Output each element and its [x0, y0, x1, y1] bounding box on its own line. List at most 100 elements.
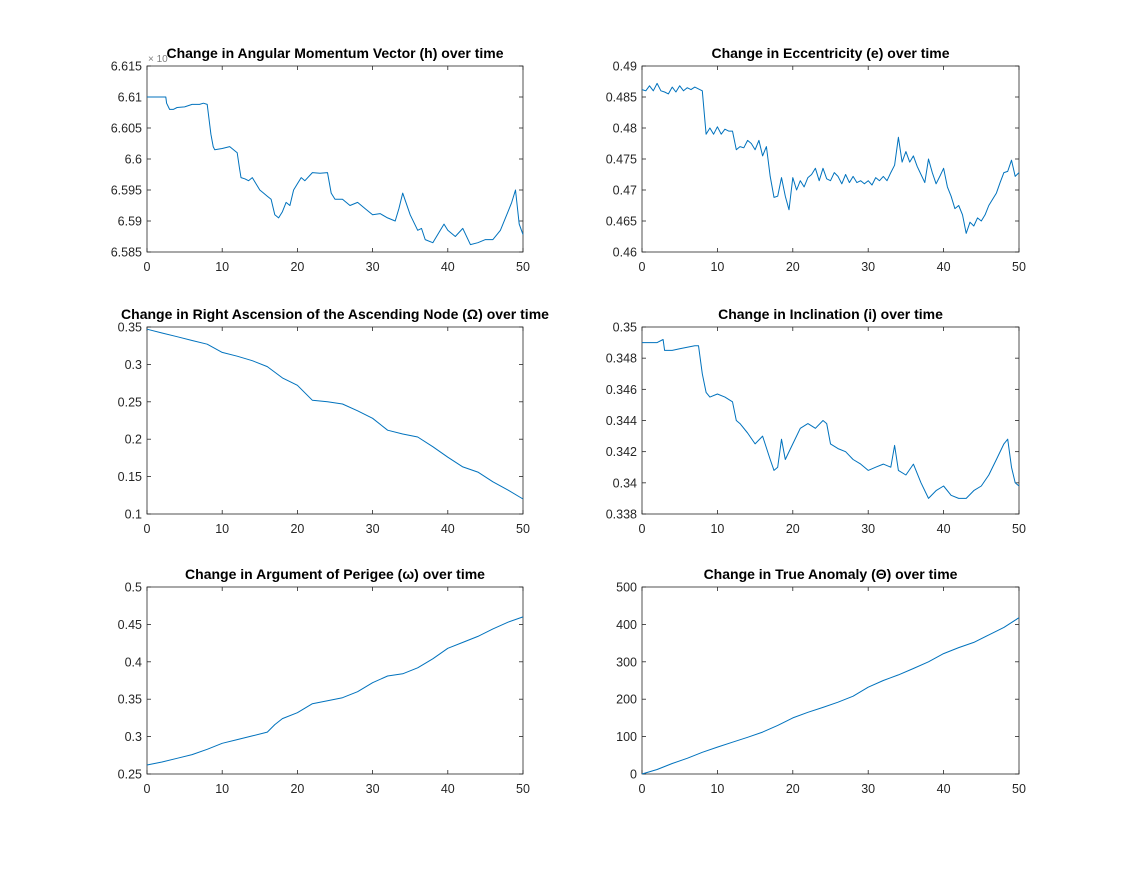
x-tick-label: 20: [786, 260, 800, 274]
series-line: [641, 82, 1020, 234]
x-tick-label: 30: [861, 522, 875, 536]
y-tick-label: 0.35: [118, 693, 142, 707]
subplot-5: 0 10 20 30 40 50 0.25 0.3 0.35 0.4 0.45 0.5 Change i…: [118, 566, 530, 796]
y-tick-label: 0.48: [613, 122, 637, 136]
x-tick-label: 40: [441, 522, 455, 536]
y-tick-label: 0.344: [606, 414, 637, 428]
x-tick-label: 50: [516, 522, 530, 536]
y-tick-label: 0.465: [606, 215, 637, 229]
x-tick-label: 20: [290, 782, 304, 796]
y-tick-label: 0.2: [125, 433, 142, 447]
subplot-2: 0 10 20 30 40 50 0.46 0.465 0.47 0.475 0.48 0.485 0.…: [606, 45, 1026, 274]
x-tick-label: 30: [366, 522, 380, 536]
subplot-title: Change in Eccentricity (e) over time: [711, 45, 949, 61]
y-tick-label: 6.605: [111, 122, 142, 136]
x-tick-label: 40: [937, 782, 951, 796]
x-tick-label: 50: [516, 260, 530, 274]
x-tick-label: 10: [215, 260, 229, 274]
y-tick-label: 0.49: [613, 60, 637, 74]
y-tick-label: 6.615: [111, 60, 142, 74]
y-tick-label: 200: [616, 693, 637, 707]
axes-box: [641, 65, 1020, 253]
series-line: [641, 617, 1020, 775]
x-tick-label: 30: [366, 260, 380, 274]
axes-box: [641, 326, 1020, 515]
subplot-title: Change in Angular Momentum Vector (h) ov…: [166, 45, 503, 61]
y-tick-label: 400: [616, 618, 637, 632]
y-tick-label: 0.45: [118, 618, 142, 632]
axes-box: [146, 326, 524, 515]
x-tick-label: 0: [144, 782, 151, 796]
x-tick-label: 50: [1012, 260, 1026, 274]
x-tick-label: 0: [639, 522, 646, 536]
series-line: [146, 328, 524, 500]
x-tick-label: 20: [290, 522, 304, 536]
y-tick-label: 0.15: [118, 470, 142, 484]
y-tick-label: 0.348: [606, 352, 637, 366]
x-tick-label: 0: [639, 782, 646, 796]
y-tick-label: 500: [616, 581, 637, 595]
y-tick-label: 100: [616, 730, 637, 744]
y-tick-label: 0.34: [613, 476, 637, 490]
x-tick-label: 30: [366, 782, 380, 796]
subplot-title: Change in Right Ascension of the Ascendi…: [121, 306, 549, 322]
y-tick-label: 0.25: [118, 395, 142, 409]
x-tick-label: 20: [290, 260, 304, 274]
subplot-4: 0 10 20 30 40 50 0.338 0.34 0.342 0.344 0.346 0.348…: [606, 306, 1026, 536]
series-line: [147, 96, 524, 246]
y-tick-label: 0.4: [125, 655, 142, 669]
x-tick-label: 40: [441, 260, 455, 274]
x-tick-label: 10: [710, 260, 724, 274]
y-tick-label: 0.475: [606, 153, 637, 167]
x-tick-label: 20: [786, 522, 800, 536]
x-tick-label: 30: [861, 782, 875, 796]
y-tick-label: 0.46: [613, 246, 637, 260]
y-tick-label: 0.342: [606, 445, 637, 459]
y-tick-label: 6.61: [118, 91, 142, 105]
exponent-label: × 10: [148, 54, 168, 65]
subplot-1: 0 10 20 30 40 50 6.585 6.59 6.595 6.6 6.605 6.61 6.6…: [111, 45, 530, 274]
y-tick-label: 0.35: [118, 321, 142, 335]
y-tick-label: 0.47: [613, 184, 637, 198]
y-tick-label: 0.3: [125, 358, 142, 372]
x-tick-label: 30: [861, 260, 875, 274]
subplot-title: Change in Argument of Perigee (ω) over t…: [185, 566, 485, 582]
y-tick-label: 6.6: [125, 153, 142, 167]
y-tick-label: 0.3: [125, 730, 142, 744]
x-tick-label: 40: [441, 782, 455, 796]
y-tick-label: 0.25: [118, 768, 142, 782]
x-tick-label: 0: [144, 260, 151, 274]
x-tick-label: 50: [1012, 522, 1026, 536]
y-tick-label: 0.35: [613, 321, 637, 335]
y-tick-label: 0.485: [606, 91, 637, 105]
y-tick-label: 0.338: [606, 508, 637, 522]
series-line: [642, 339, 1020, 499]
subplot-title: Change in Inclination (i) over time: [718, 306, 943, 322]
x-tick-label: 0: [144, 522, 151, 536]
subplot-title: Change in True Anomaly (Θ) over time: [704, 566, 958, 582]
y-tick-label: 0.5: [125, 581, 142, 595]
y-tick-label: 6.595: [111, 184, 142, 198]
x-tick-label: 10: [710, 522, 724, 536]
y-tick-label: 0: [630, 768, 637, 782]
y-tick-label: 6.585: [111, 246, 142, 260]
y-tick-label: 6.59: [118, 215, 142, 229]
y-tick-label: 0.346: [606, 383, 637, 397]
x-tick-label: 20: [786, 782, 800, 796]
x-tick-label: 10: [215, 522, 229, 536]
axes-box: [641, 586, 1020, 775]
x-tick-label: 10: [710, 782, 724, 796]
axes-box: [146, 65, 524, 253]
x-tick-label: 40: [937, 260, 951, 274]
x-tick-label: 50: [516, 782, 530, 796]
y-tick-label: 0.1: [125, 508, 142, 522]
axes-box: [146, 586, 524, 775]
x-tick-label: 10: [215, 782, 229, 796]
series-line: [146, 616, 524, 766]
x-tick-label: 50: [1012, 782, 1026, 796]
x-tick-label: 40: [937, 522, 951, 536]
x-tick-label: 0: [639, 260, 646, 274]
